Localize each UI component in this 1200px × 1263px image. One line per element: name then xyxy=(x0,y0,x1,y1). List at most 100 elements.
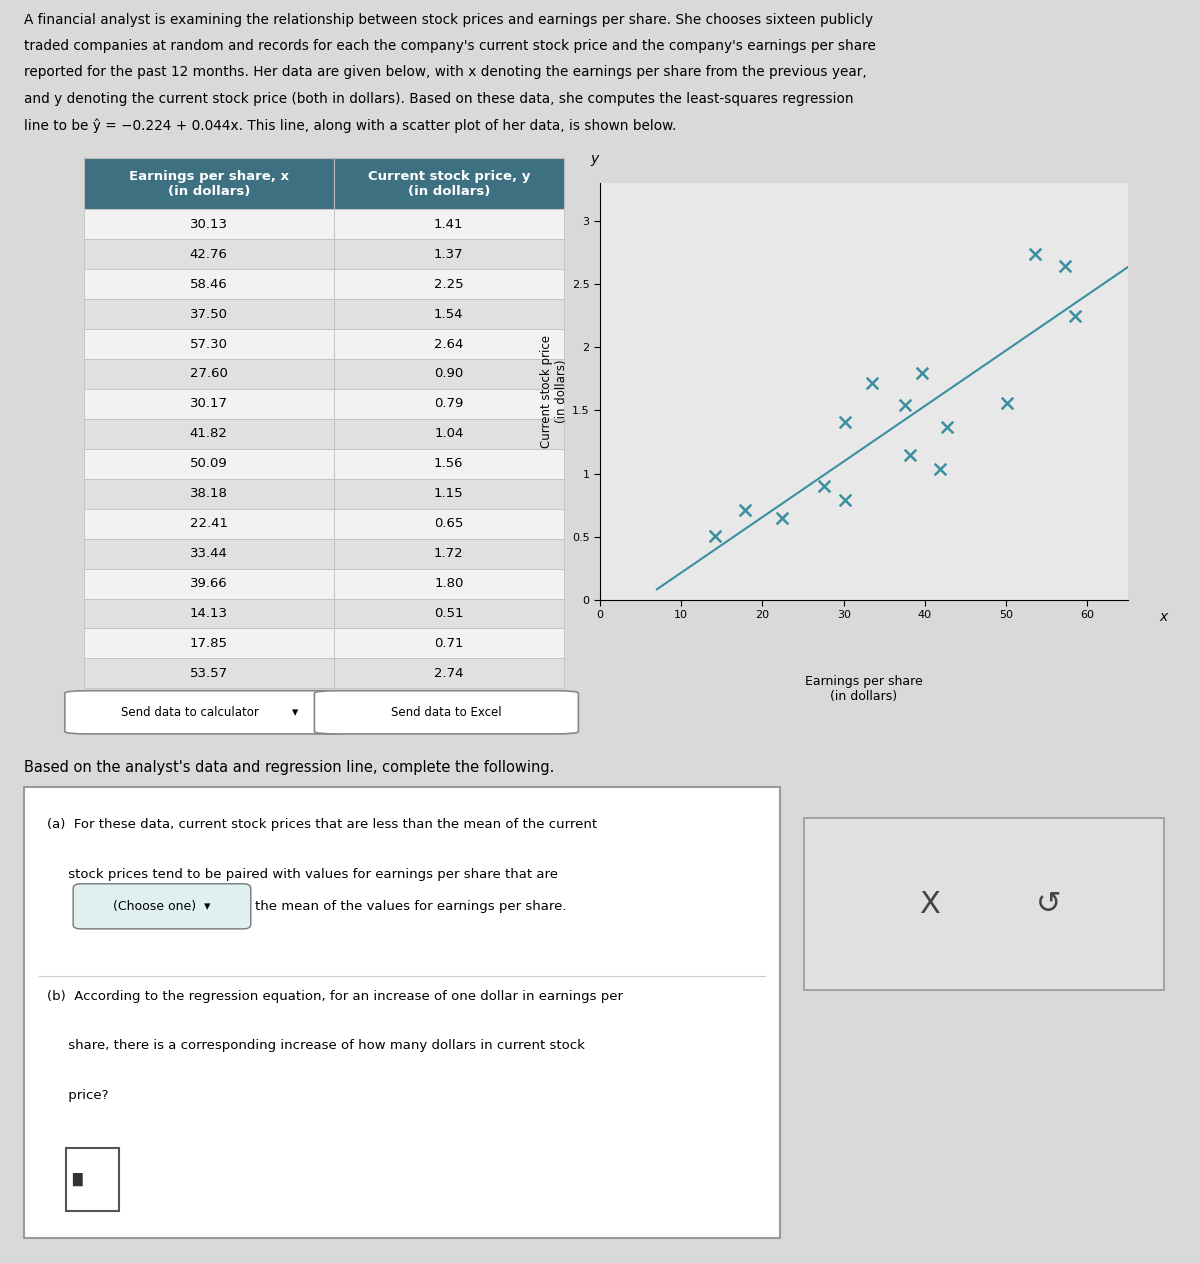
Text: A financial analyst is examining the relationship between stock prices and earni: A financial analyst is examining the rel… xyxy=(24,13,874,27)
Text: 14.13: 14.13 xyxy=(190,608,228,620)
Text: 0.90: 0.90 xyxy=(434,368,463,380)
FancyBboxPatch shape xyxy=(334,210,564,239)
FancyBboxPatch shape xyxy=(84,239,334,269)
Text: 57.30: 57.30 xyxy=(190,337,228,351)
Text: Earnings per share
(in dollars): Earnings per share (in dollars) xyxy=(805,674,923,703)
FancyBboxPatch shape xyxy=(334,599,564,629)
Point xyxy=(835,490,854,510)
Text: 38.18: 38.18 xyxy=(190,488,228,500)
Point xyxy=(1026,244,1045,264)
Text: 30.13: 30.13 xyxy=(190,217,228,231)
Text: 42.76: 42.76 xyxy=(190,248,228,260)
Text: 1.72: 1.72 xyxy=(434,547,463,560)
FancyBboxPatch shape xyxy=(334,629,564,658)
Text: 1.54: 1.54 xyxy=(434,308,463,321)
Text: ▾: ▾ xyxy=(292,706,299,719)
Text: 1.15: 1.15 xyxy=(434,488,463,500)
Text: line to be ŷ = −0.224 + 0.044x. This line, along with a scatter plot of her data: line to be ŷ = −0.224 + 0.044x. This lin… xyxy=(24,119,677,133)
Point xyxy=(930,458,949,479)
Point xyxy=(997,393,1016,413)
FancyBboxPatch shape xyxy=(334,538,564,568)
FancyBboxPatch shape xyxy=(84,599,334,629)
FancyBboxPatch shape xyxy=(84,568,334,599)
FancyBboxPatch shape xyxy=(334,269,564,299)
Text: 58.46: 58.46 xyxy=(190,278,228,290)
FancyBboxPatch shape xyxy=(84,479,334,509)
FancyBboxPatch shape xyxy=(334,448,564,479)
Text: Based on the analyst's data and regression line, complete the following.: Based on the analyst's data and regressi… xyxy=(24,760,554,775)
Text: 30.17: 30.17 xyxy=(190,398,228,410)
Text: ↺: ↺ xyxy=(1036,889,1062,918)
FancyBboxPatch shape xyxy=(334,658,564,688)
Text: 17.85: 17.85 xyxy=(190,637,228,650)
Text: 0.51: 0.51 xyxy=(434,608,463,620)
FancyBboxPatch shape xyxy=(84,389,334,419)
Y-axis label: Current stock price
(in dollars): Current stock price (in dollars) xyxy=(540,335,568,448)
Point xyxy=(1066,306,1085,326)
Text: and y denoting the current stock price (both in dollars). Based on these data, s: and y denoting the current stock price (… xyxy=(24,92,853,106)
FancyBboxPatch shape xyxy=(84,629,334,658)
Text: 33.44: 33.44 xyxy=(190,547,228,560)
FancyBboxPatch shape xyxy=(65,691,353,734)
Text: share, there is a corresponding increase of how many dollars in current stock: share, there is a corresponding increase… xyxy=(47,1039,584,1052)
Text: traded companies at random and records for each the company's current stock pric: traded companies at random and records f… xyxy=(24,39,876,53)
Text: 2.25: 2.25 xyxy=(434,278,463,290)
FancyBboxPatch shape xyxy=(334,509,564,538)
Point xyxy=(1056,256,1075,277)
FancyBboxPatch shape xyxy=(73,884,251,928)
Point xyxy=(706,525,725,546)
Text: (Choose one)  ▾: (Choose one) ▾ xyxy=(113,899,211,913)
Text: Current stock price, y
(in dollars): Current stock price, y (in dollars) xyxy=(367,169,530,197)
Text: (b)  According to the regression equation, for an increase of one dollar in earn: (b) According to the regression equation… xyxy=(47,990,623,1003)
Point xyxy=(900,445,919,465)
FancyBboxPatch shape xyxy=(334,419,564,448)
Text: 2.74: 2.74 xyxy=(434,667,463,679)
FancyBboxPatch shape xyxy=(334,389,564,419)
Point xyxy=(736,500,755,520)
FancyBboxPatch shape xyxy=(66,1148,119,1211)
FancyBboxPatch shape xyxy=(804,818,1164,990)
FancyBboxPatch shape xyxy=(84,269,334,299)
Text: 0.65: 0.65 xyxy=(434,517,463,530)
FancyBboxPatch shape xyxy=(84,658,334,688)
FancyBboxPatch shape xyxy=(84,538,334,568)
Text: x: x xyxy=(1159,610,1168,624)
Text: Send data to Excel: Send data to Excel xyxy=(391,706,502,719)
Text: 2.64: 2.64 xyxy=(434,337,463,351)
Text: 0.71: 0.71 xyxy=(434,637,463,650)
Text: stock prices tend to be paired with values for earnings per share that are: stock prices tend to be paired with valu… xyxy=(47,868,558,882)
Text: the mean of the values for earnings per share.: the mean of the values for earnings per … xyxy=(254,899,566,913)
FancyBboxPatch shape xyxy=(334,359,564,389)
FancyBboxPatch shape xyxy=(334,568,564,599)
Text: y: y xyxy=(590,153,599,167)
FancyBboxPatch shape xyxy=(334,158,564,210)
FancyBboxPatch shape xyxy=(334,299,564,330)
Text: 53.57: 53.57 xyxy=(190,667,228,679)
FancyBboxPatch shape xyxy=(84,419,334,448)
FancyBboxPatch shape xyxy=(84,509,334,538)
Point xyxy=(937,417,956,437)
Text: 1.37: 1.37 xyxy=(434,248,463,260)
FancyBboxPatch shape xyxy=(84,330,334,359)
Text: reported for the past 12 months. Her data are given below, with x denoting the e: reported for the past 12 months. Her dat… xyxy=(24,66,866,80)
Text: price?: price? xyxy=(47,1089,108,1101)
FancyBboxPatch shape xyxy=(334,239,564,269)
Text: 1.80: 1.80 xyxy=(434,577,463,590)
Point xyxy=(835,412,854,432)
FancyBboxPatch shape xyxy=(314,691,578,734)
FancyBboxPatch shape xyxy=(24,787,780,1238)
Text: 1.41: 1.41 xyxy=(434,217,463,231)
Text: (a)  For these data, current stock prices that are less than the mean of the cur: (a) For these data, current stock prices… xyxy=(47,818,596,831)
Text: 50.09: 50.09 xyxy=(190,457,228,470)
Point xyxy=(895,395,914,416)
Text: 39.66: 39.66 xyxy=(190,577,228,590)
Text: Send data to calculator: Send data to calculator xyxy=(121,706,258,719)
FancyBboxPatch shape xyxy=(84,210,334,239)
Text: 22.41: 22.41 xyxy=(190,517,228,530)
FancyBboxPatch shape xyxy=(84,359,334,389)
Text: X: X xyxy=(919,889,941,918)
FancyBboxPatch shape xyxy=(84,158,334,210)
FancyBboxPatch shape xyxy=(84,299,334,330)
Text: 0.79: 0.79 xyxy=(434,398,463,410)
Text: 1.04: 1.04 xyxy=(434,427,463,441)
